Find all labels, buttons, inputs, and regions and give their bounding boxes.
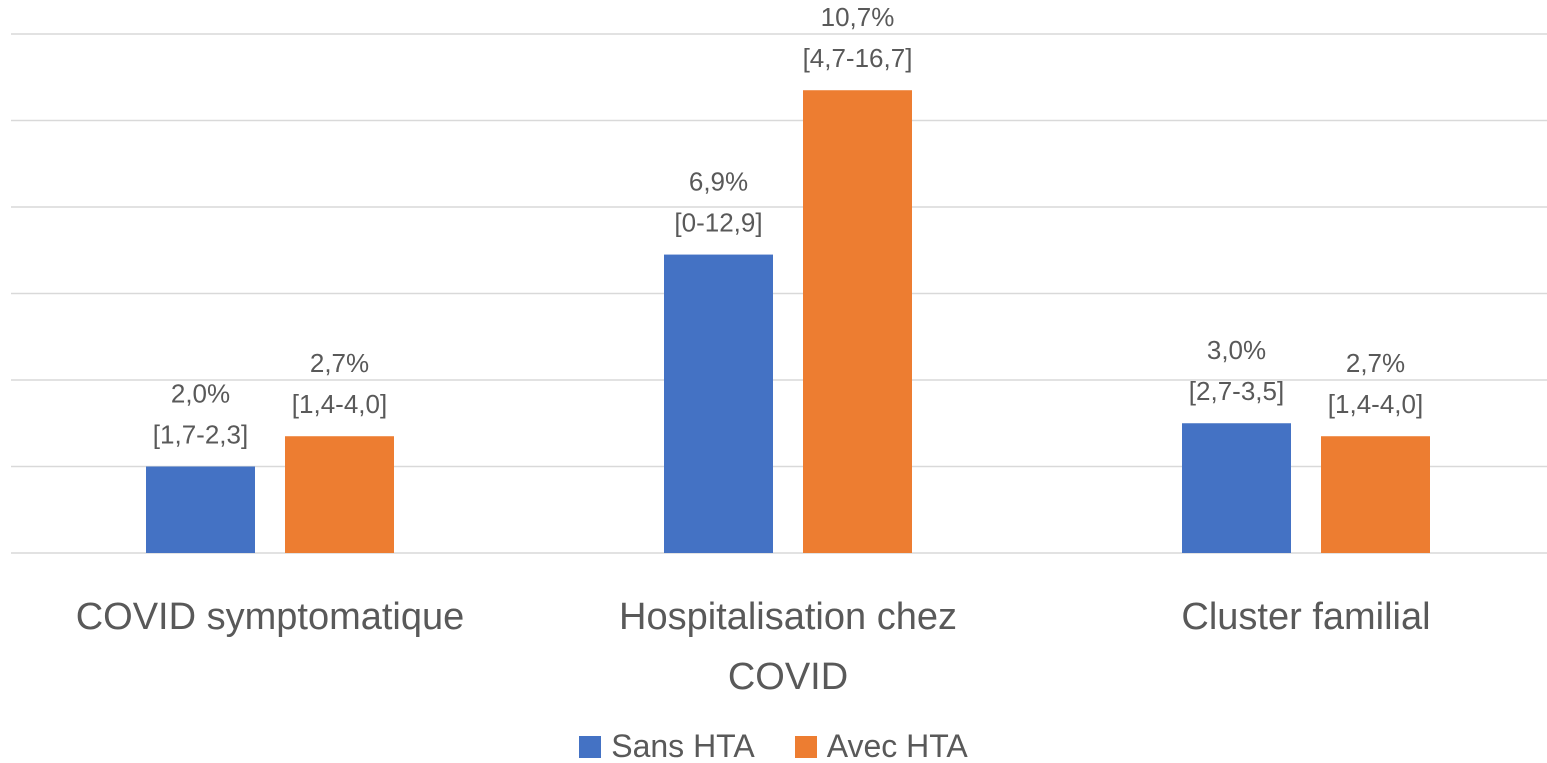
data-label: 2,7% — [310, 348, 369, 378]
data-label: 10,7% — [821, 2, 895, 32]
bar — [146, 466, 255, 553]
data-label: 3,0% — [1207, 335, 1266, 365]
interval-label: [1,4-4,0] — [292, 389, 387, 419]
interval-label: [0-12,9] — [674, 207, 762, 237]
legend-item: Sans HTA — [579, 728, 755, 763]
bar — [1182, 423, 1291, 553]
interval-label: [2,7-3,5] — [1189, 376, 1284, 406]
x-tick-label: Cluster familial — [1181, 596, 1431, 638]
legend-swatch — [579, 735, 602, 758]
interval-label: [4,7-16,7] — [803, 43, 913, 73]
interval-label: [1,4-4,0] — [1328, 389, 1423, 419]
legend-label: Sans HTA — [611, 728, 755, 763]
data-label: 6,9% — [689, 166, 748, 196]
legend-swatch — [794, 735, 817, 758]
legend: Sans HTA Avec HTA — [0, 728, 1547, 763]
bar — [664, 254, 773, 553]
data-label: 2,0% — [171, 378, 230, 408]
x-tick-label: Hospitalisation chez COVID — [619, 596, 957, 698]
legend-item: Avec HTA — [794, 728, 968, 763]
bar — [285, 436, 394, 553]
x-tick-label: COVID symptomatique — [75, 596, 465, 638]
legend-label: Avec HTA — [826, 728, 968, 763]
interval-label: [1,7-2,3] — [153, 419, 248, 449]
bar — [803, 90, 912, 553]
data-label: 2,7% — [1346, 348, 1405, 378]
bar — [1321, 436, 1430, 553]
